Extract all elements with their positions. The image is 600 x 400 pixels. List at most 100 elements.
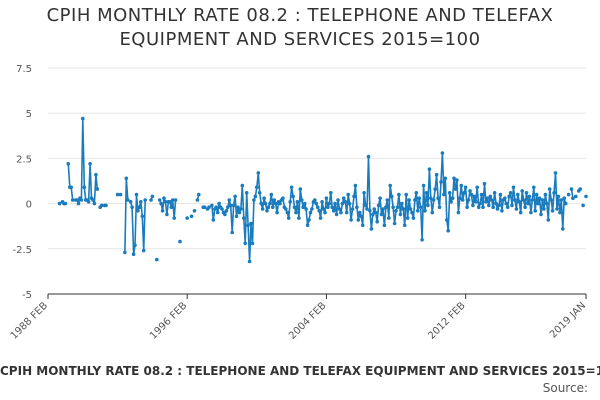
y-tick-label: 2.5: [16, 154, 32, 165]
data-point: [436, 196, 440, 200]
data-point: [57, 201, 62, 206]
data-point: [236, 205, 240, 209]
data-point: [210, 203, 214, 208]
data-point: [507, 194, 511, 199]
data-point: [443, 176, 448, 181]
data-point: [115, 192, 120, 197]
data-point: [228, 203, 233, 208]
data-point: [143, 198, 147, 202]
data-point: [410, 210, 414, 215]
data-point: [372, 207, 377, 211]
chart-title: CPIH MONTHLY RATE 08.2 : TELEPHONE AND T…: [0, 4, 600, 52]
data-point: [527, 194, 532, 199]
data-point: [124, 176, 129, 181]
data-point: [388, 183, 393, 188]
data-point: [440, 151, 445, 155]
data-point: [289, 185, 294, 190]
data-point: [498, 192, 503, 197]
data-point: [447, 191, 452, 195]
data-point: [223, 212, 227, 217]
data-point: [478, 201, 482, 206]
data-point: [215, 210, 220, 215]
data-point: [281, 196, 285, 200]
data-point: [469, 192, 474, 197]
data-point: [463, 185, 468, 190]
data-point: [482, 181, 487, 186]
data-point: [253, 194, 258, 199]
data-point: [150, 194, 155, 199]
data-point: [459, 183, 464, 188]
data-point: [168, 200, 172, 204]
data-point: [214, 205, 218, 209]
data-point: [118, 192, 123, 197]
data-point: [540, 198, 545, 202]
data-point: [514, 207, 519, 211]
data-point: [163, 200, 168, 204]
data-point: [387, 216, 391, 220]
data-point: [298, 187, 303, 191]
data-point: [324, 196, 329, 200]
data-point: [505, 205, 510, 209]
data-point: [326, 205, 330, 209]
data-point: [246, 223, 250, 228]
data-point: [284, 207, 288, 211]
data-point: [257, 191, 262, 195]
data-point: [439, 180, 443, 184]
data-point: [468, 189, 472, 193]
data-point: [494, 201, 498, 206]
chart-title-line-1: CPIH MONTHLY RATE 08.2 : TELEPHONE AND T…: [46, 5, 554, 26]
data-point: [321, 207, 326, 211]
data-point: [239, 207, 243, 211]
data-point: [488, 194, 493, 199]
data-point: [69, 185, 73, 190]
data-point: [413, 198, 417, 202]
data-point: [254, 185, 259, 190]
data-point: [495, 207, 500, 211]
data-point: [550, 209, 555, 213]
data-point: [417, 196, 422, 200]
y-tick-label: 0: [26, 200, 32, 211]
data-point: [233, 194, 237, 199]
data-point: [269, 192, 274, 197]
data-point: [521, 198, 526, 202]
data-point: [317, 209, 322, 213]
data-point: [453, 187, 458, 191]
data-point: [294, 210, 298, 215]
data-point: [578, 187, 582, 191]
data-point: [323, 210, 327, 215]
data-point: [549, 198, 553, 202]
data-point: [556, 194, 561, 199]
data-point: [140, 214, 145, 219]
data-point: [559, 198, 564, 202]
data-point: [368, 209, 372, 213]
data-point: [503, 196, 507, 200]
data-point: [558, 210, 562, 215]
data-point: [449, 200, 453, 204]
series-line-segment: [67, 163, 74, 201]
data-point: [487, 203, 491, 208]
data-point: [304, 207, 308, 211]
data-point: [88, 162, 92, 166]
data-point: [134, 192, 139, 197]
data-point: [456, 210, 461, 215]
data-point: [99, 203, 104, 208]
data-point: [516, 192, 520, 197]
data-point: [333, 201, 337, 206]
data-point: [86, 200, 91, 204]
data-point: [211, 218, 216, 222]
data-point: [375, 219, 380, 224]
data-point: [405, 216, 410, 220]
data-point: [189, 214, 194, 219]
data-point: [308, 210, 313, 215]
data-point: [313, 198, 317, 202]
data-point: [452, 176, 456, 181]
data-point: [366, 154, 371, 159]
data-point: [355, 205, 359, 209]
data-point: [500, 209, 504, 213]
data-point: [431, 198, 436, 202]
data-point: [518, 210, 523, 215]
data-point: [547, 187, 552, 191]
data-point: [160, 209, 165, 213]
data-point: [128, 200, 133, 204]
